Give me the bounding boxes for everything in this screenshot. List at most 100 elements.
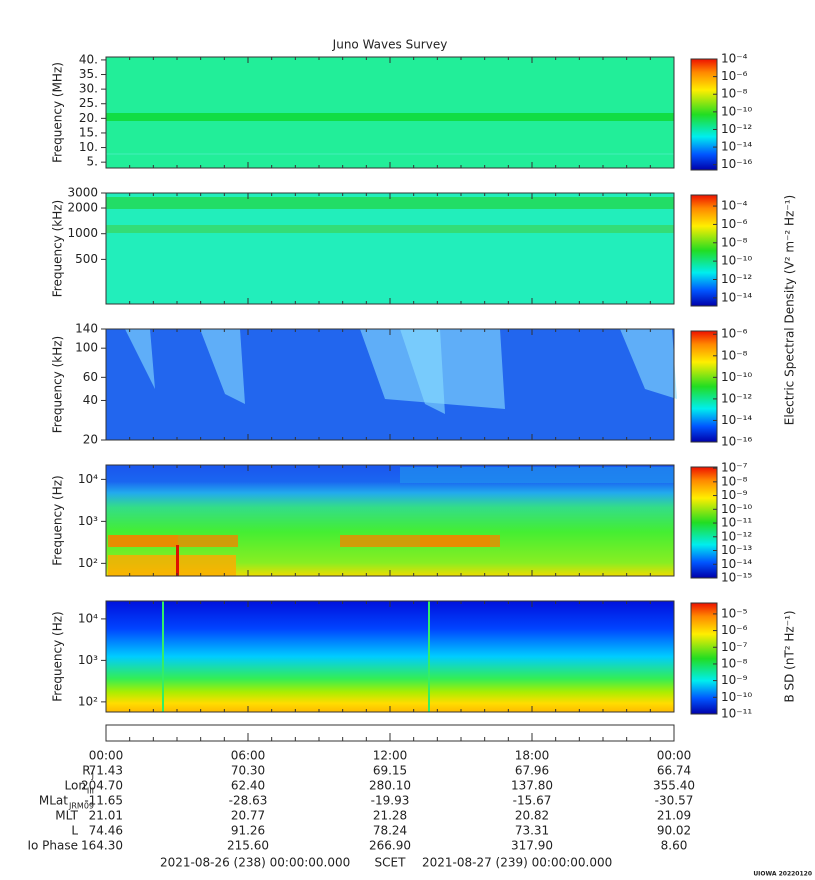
ephemeris-value: 67.96 (515, 764, 549, 778)
emission-band (106, 225, 674, 233)
colorbar-label: B SD (nT² Hz⁻¹) (783, 610, 797, 702)
y-tick-label: 10³ (78, 514, 98, 528)
ephemeris-value: 21.09 (657, 809, 691, 823)
footer-scet: SCET (375, 856, 407, 870)
colorbar-tick-label: 10⁻⁵ (721, 606, 748, 620)
colorbar-tick-label: 10⁻¹⁰ (721, 254, 752, 268)
ephemeris-value: 78.24 (373, 824, 407, 838)
spectrogram (106, 193, 674, 304)
x-tick-label: 00:00 (657, 749, 692, 763)
ephemeris-value: 74.46 (89, 824, 123, 838)
y-tick-label: 25. (79, 96, 98, 110)
colorbar (690, 466, 718, 579)
colorbar-tick-label: 10⁻¹⁰ (721, 370, 752, 384)
colorbar-tick-label: 10⁻⁹ (721, 488, 748, 502)
y-tick-label: 20. (79, 111, 98, 125)
emission (162, 601, 164, 712)
y-tick-label: 10³ (78, 653, 98, 667)
y-tick-label: 20 (83, 433, 98, 447)
x-tick-label: 18:00 (515, 749, 550, 763)
ephemeris-value: 73.31 (515, 824, 549, 838)
y-tick-label: 60 (83, 370, 98, 384)
y-tick-label: 10² (78, 556, 98, 570)
emission (428, 601, 430, 712)
colorbar-tick-label: 10⁻¹³ (721, 543, 752, 557)
colorbar-tick-label: 10⁻¹² (721, 391, 752, 405)
ephemeris-label: Io Phase (27, 839, 78, 853)
colorbar-tick-label: 10⁻¹² (721, 122, 752, 136)
ephemeris-value: 20.77 (231, 809, 265, 823)
y-tick-label: 10. (79, 140, 98, 154)
ephemeris-value: 355.40 (653, 779, 695, 793)
colorbar-tick-label: 10⁻¹⁴ (721, 290, 752, 304)
y-tick-label: 1000 (67, 226, 98, 240)
colorbar (690, 194, 718, 307)
ephemeris-value: 71.43 (89, 764, 123, 778)
ephemeris-value: 69.15 (373, 764, 407, 778)
y-tick-label: 5. (87, 155, 98, 169)
y-axis-label: Frequency (MHz) (51, 62, 65, 163)
ephemeris-label: MLT (55, 809, 78, 823)
emission (176, 545, 179, 576)
colorbar-tick-label: 10⁻⁸ (721, 235, 748, 249)
title: Juno Waves Survey (332, 38, 448, 52)
y-tick-label: 40 (83, 393, 98, 407)
y-axis-label: Frequency (Hz) (51, 475, 65, 566)
colorbar-tick-label: 10⁻¹⁰ (721, 104, 752, 118)
y-axis-label: Frequency (kHz) (51, 336, 65, 433)
colorbar-tick-label: 10⁻¹¹ (721, 516, 752, 530)
emission (420, 535, 500, 547)
ephemeris-value: -15.67 (513, 794, 552, 808)
colorbar-tick-label: 10⁻¹⁰ (721, 690, 752, 704)
emission-band (106, 197, 674, 209)
ephemeris-value: 280.10 (369, 779, 411, 793)
ephemeris-value: 204.70 (81, 779, 123, 793)
ephemeris-value: 215.60 (227, 839, 269, 853)
ephemeris-value: 66.74 (657, 764, 691, 778)
y-tick-label: 35. (79, 67, 98, 81)
colorbar-tick-label: 10⁻⁷ (721, 461, 748, 475)
ephemeris-value: 164.30 (81, 839, 123, 853)
emission (400, 467, 674, 483)
ephemeris-value: 21.01 (89, 809, 123, 823)
x-tick-label: 12:00 (373, 749, 408, 763)
y-tick-label: 10² (78, 694, 98, 708)
emission (108, 555, 236, 576)
ephemeris-value: 91.26 (231, 824, 265, 838)
y-tick-label: 500 (75, 252, 98, 266)
colorbar-tick-label: 10⁻⁸ (721, 656, 748, 670)
ephemeris-value: 70.30 (231, 764, 265, 778)
colorbar-tick-label: 10⁻⁸ (721, 87, 748, 101)
ephemeris-value: 21.28 (373, 809, 407, 823)
colorbar-tick-label: 10⁻¹⁴ (721, 557, 752, 571)
ephemeris-value: 137.80 (511, 779, 553, 793)
colorbar-tick-label: 10⁻¹⁴ (721, 140, 752, 154)
x-tick-label: 06:00 (231, 749, 266, 763)
colorbar-tick-label: 10⁻⁹ (721, 673, 748, 687)
ephemeris-value: 8.60 (661, 839, 688, 853)
ephemeris-value: 90.02 (657, 824, 691, 838)
ephemeris-value: -11.65 (84, 794, 123, 808)
colorbar-tick-label: 10⁻¹⁰ (721, 502, 752, 516)
colorbar-tick-label: 10⁻⁶ (721, 217, 748, 231)
ephemeris-label-sub: JRM09 (68, 802, 94, 811)
emission (125, 329, 155, 389)
colorbar-tick-label: 10⁻⁴ (721, 52, 748, 66)
colorbar-tick-label: 10⁻¹² (721, 272, 752, 286)
emission (620, 329, 677, 399)
y-tick-label: 40. (79, 52, 98, 66)
spectrogram (106, 601, 674, 712)
colorbar-tick-label: 10⁻⁸ (721, 474, 748, 488)
y-tick-label: 3000 (67, 186, 98, 200)
colorbar-tick-label: 10⁻⁸ (721, 348, 748, 362)
colorbar-tick-label: 10⁻¹⁵ (721, 571, 752, 585)
colorbar-tick-label: 10⁻⁶ (721, 69, 748, 83)
colorbar-tick-label: 10⁻¹⁶ (721, 435, 752, 449)
emission (400, 329, 445, 414)
ephemeris-label: MLat (39, 794, 68, 808)
footer-end: 2021-08-27 (239) 00:00:00.000 (422, 856, 612, 870)
ephemeris-value: 62.40 (231, 779, 265, 793)
y-tick-label: 140 (75, 322, 98, 336)
y-tick-label: 10⁴ (78, 472, 98, 486)
